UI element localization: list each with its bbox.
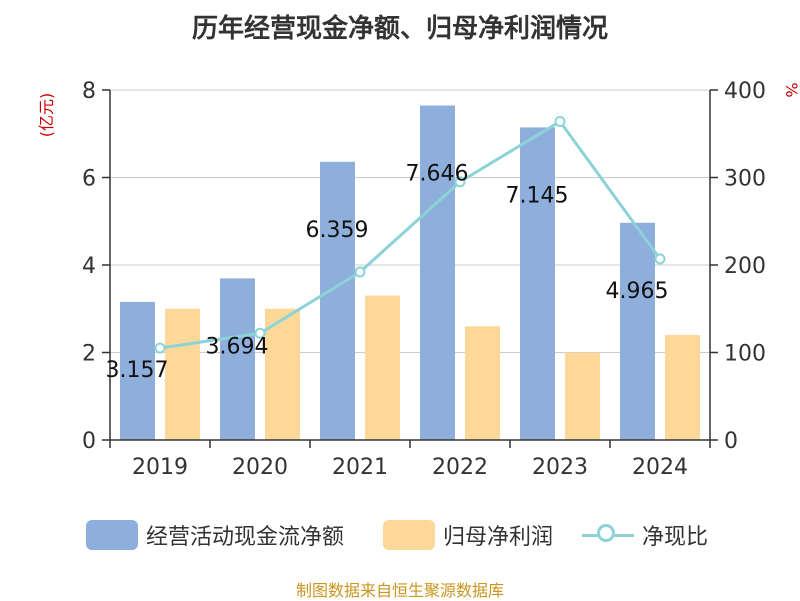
right-tick-label: 100 — [724, 342, 766, 367]
bar-net-profit — [665, 335, 700, 440]
x-tick-label: 2022 — [432, 455, 488, 480]
ratio-point — [454, 176, 466, 188]
bar-cash-flow — [420, 105, 455, 441]
bar-cash-flow — [620, 222, 655, 440]
bar-data-label: 7.145 — [506, 183, 569, 208]
bar-cash-flow — [220, 278, 255, 440]
ratio-point — [654, 253, 666, 265]
legend-label-cash: 经营活动现金流净额 — [146, 525, 345, 550]
left-tick-label: 6 — [82, 167, 96, 192]
legend-swatch-profit — [383, 520, 435, 550]
left-tick-label: 0 — [82, 429, 96, 454]
x-tick-label: 2020 — [232, 455, 288, 480]
legend-item-profit: 归母净利润 — [383, 517, 553, 553]
bar-net-profit — [265, 308, 300, 440]
left-axis-unit: (亿元) — [37, 93, 56, 138]
ratio-point — [154, 342, 166, 354]
x-tick-label: 2021 — [332, 455, 388, 480]
left-tick-label: 2 — [82, 342, 96, 367]
right-axis-unit: % — [782, 82, 800, 97]
bar-cash-flow — [320, 161, 355, 440]
source-note: 制图数据来自恒生聚源数据库 — [295, 581, 504, 600]
left-tick-label: 4 — [82, 254, 96, 279]
ratio-point — [354, 266, 366, 278]
bar-data-label: 6.359 — [306, 218, 369, 243]
ratio-point — [554, 116, 566, 127]
left-tick-label: 8 — [82, 79, 96, 104]
legend-label-ratio: 净现比 — [642, 525, 709, 550]
bar-net-profit — [565, 352, 600, 440]
right-tick-label: 300 — [724, 167, 766, 192]
legend-item-ratio: 净现比 — [582, 517, 708, 553]
bar-net-profit — [465, 326, 500, 440]
right-tick-label: 200 — [724, 254, 766, 279]
legend-swatch-cash — [86, 520, 138, 550]
right-tick-label: 400 — [724, 79, 766, 104]
right-tick-label: 0 — [724, 429, 738, 454]
bar-data-label: 3.694 — [206, 334, 269, 359]
x-tick-label: 2023 — [532, 455, 588, 480]
legend-swatch-ratio — [582, 520, 634, 550]
x-tick-label: 2019 — [132, 455, 188, 480]
ratio-line — [159, 119, 662, 350]
legend-label-profit: 归母净利润 — [443, 525, 554, 550]
chart-title: 历年经营现金净额、归母净利润情况 — [191, 14, 608, 44]
ratio-point — [254, 327, 266, 339]
bar-cash-flow — [120, 301, 155, 440]
bar-cash-flow — [520, 127, 555, 440]
x-tick-label: 2024 — [632, 455, 688, 480]
bar-data-label: 7.646 — [406, 161, 469, 186]
bar-net-profit — [165, 308, 200, 440]
legend-item-cash: 经营活动现金流净额 — [86, 517, 344, 553]
bar-data-label: 3.157 — [106, 358, 169, 383]
bar-net-profit — [365, 295, 400, 440]
bar-data-label: 4.965 — [606, 279, 669, 304]
